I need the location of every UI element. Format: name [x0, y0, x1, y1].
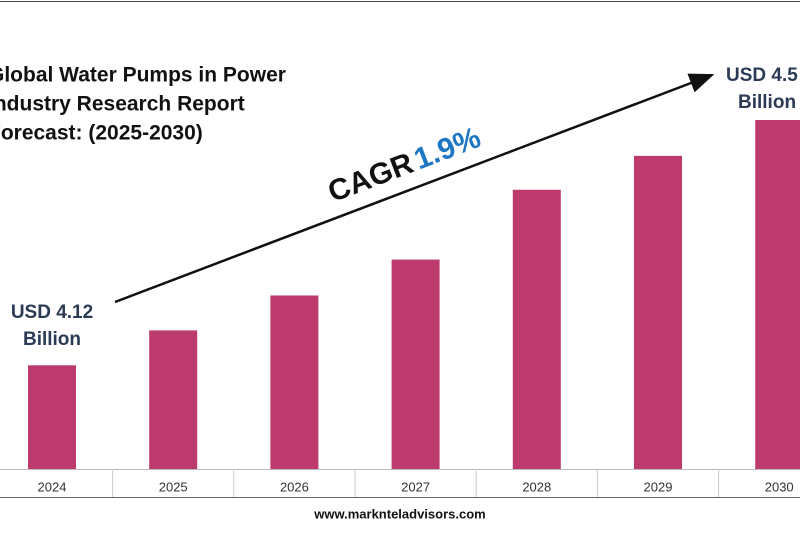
- bar: [755, 119, 800, 469]
- bar: [149, 330, 198, 469]
- chart-title-line: Global Water Pumps in Power: [0, 64, 286, 87]
- chart-title-line: Forecast: (2025-2030): [0, 122, 203, 145]
- x-tick-label: 2030: [765, 479, 794, 494]
- chart-title-line: Industry Research Report: [0, 93, 245, 116]
- x-tick-label: 2024: [38, 479, 67, 494]
- cagr-group: CAGR 1.9%: [324, 121, 486, 209]
- bar: [512, 189, 561, 469]
- x-tick-label: 2025: [159, 479, 188, 494]
- bar: [28, 365, 76, 469]
- bar: [634, 155, 682, 469]
- x-tick-label: 2026: [280, 479, 309, 494]
- cagr-value: 1.9%: [410, 121, 486, 176]
- footer: www.marknteladvisors.com: [313, 506, 485, 521]
- x-tick-label: 2027: [401, 479, 430, 494]
- cagr-label: CAGR: [324, 147, 419, 209]
- start-annotation: Billion: [23, 329, 81, 350]
- bar: [270, 295, 319, 469]
- x-tick-label: 2029: [644, 479, 673, 494]
- x-tick-label: 2028: [522, 479, 551, 494]
- cagr-arrow: [114, 73, 715, 304]
- end-annotation: Billion: [738, 92, 796, 113]
- start-annotation: USD 4.12: [11, 302, 93, 323]
- bar: [391, 259, 440, 469]
- end-annotation: USD 4.5: [726, 65, 798, 86]
